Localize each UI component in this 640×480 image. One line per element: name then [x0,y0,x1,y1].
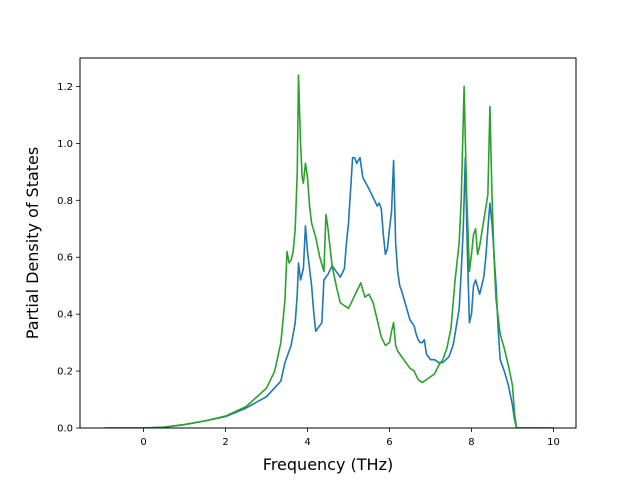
x-tick-label: 10 [547,437,560,448]
y-tick-label: 1.0 [57,139,73,150]
x-tick-label: 6 [386,437,392,448]
y-tick-label: 1.2 [57,82,73,93]
y-tick-label: 0.4 [57,310,73,321]
y-tick-label: 0.2 [57,367,73,378]
series-line-1 [104,156,554,428]
y-tick-label: 0.0 [57,424,73,435]
x-tick-label: 2 [222,437,228,448]
series-layer [104,74,554,428]
y-tick-label: 0.6 [57,253,73,264]
x-tick-label: 8 [468,437,474,448]
y-axis-label: Partial Density of States [23,147,42,339]
plot-area [80,58,576,428]
x-tick-label: 4 [304,437,310,448]
axes-layer: 0 2 4 6 8 10 0.0 0.2 0.4 0.6 0.8 1.0 1.2 [57,57,577,448]
series-line-2 [104,74,554,428]
axes-frame [79,57,577,429]
y-tick-label: 0.8 [57,196,73,207]
x-axis-label: Frequency (THz) [263,455,393,474]
x-tick-label: 0 [140,437,146,448]
